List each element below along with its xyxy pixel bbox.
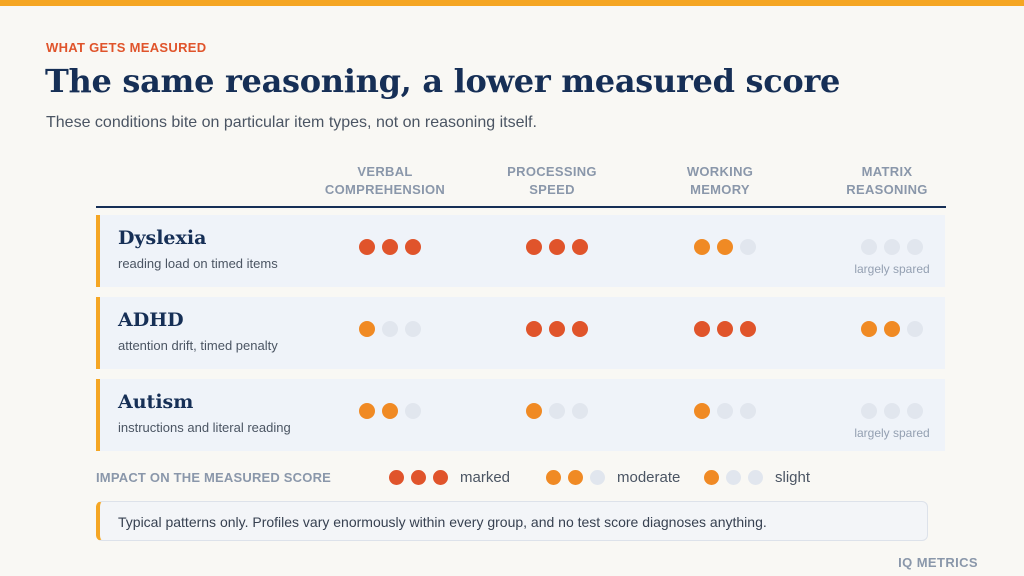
dot-empty	[590, 470, 605, 485]
impact-dots-working-memory	[680, 403, 770, 419]
dot-filled-marked	[389, 470, 404, 485]
dot-empty	[740, 239, 756, 255]
spared-note: largely spared	[854, 262, 930, 276]
dot-filled	[382, 239, 398, 255]
dot-empty	[405, 403, 421, 419]
dot-filled-marked	[433, 470, 448, 485]
header-divider	[96, 206, 946, 208]
dot-empty	[405, 321, 421, 337]
dot-filled	[861, 321, 877, 337]
footnote-box: Typical patterns only. Profiles vary eno…	[96, 501, 928, 541]
dot-filled	[717, 321, 733, 337]
legend-item-marked: marked	[389, 469, 510, 486]
dot-filled	[526, 321, 542, 337]
dot-filled	[359, 403, 375, 419]
dot-filled-marked	[411, 470, 426, 485]
dot-empty	[861, 403, 877, 419]
dot-filled	[694, 403, 710, 419]
condition-row-autism: Autism instructions and literal reading …	[96, 379, 945, 451]
dot-filled	[382, 403, 398, 419]
top-accent-bar	[0, 0, 1024, 6]
dot-filled	[526, 239, 542, 255]
condition-description: reading load on timed items	[118, 256, 278, 271]
condition-description: instructions and literal reading	[118, 420, 291, 435]
column-header-line2: COMPREHENSION	[324, 182, 446, 197]
dot-empty	[907, 239, 923, 255]
dot-empty	[748, 470, 763, 485]
dot-filled	[526, 403, 542, 419]
dot-empty	[740, 403, 756, 419]
legend-item-moderate: moderate	[546, 469, 680, 486]
dot-filled	[740, 321, 756, 337]
column-header-line1: VERBAL	[357, 164, 413, 179]
dot-empty	[572, 403, 588, 419]
condition-row-adhd: ADHD attention drift, timed penalty	[96, 297, 945, 369]
column-header-working-memory: WORKING MEMORY	[645, 163, 795, 199]
condition-name: Dyslexia	[118, 227, 207, 249]
column-header-matrix-reasoning: MATRIX REASONING	[812, 163, 962, 199]
dot-empty	[907, 403, 923, 419]
brand-logo-text: IQ METRICS	[898, 555, 978, 570]
impact-dots-matrix	[847, 321, 937, 337]
spared-note: largely spared	[854, 426, 930, 440]
dot-filled	[572, 239, 588, 255]
dot-filled	[572, 321, 588, 337]
impact-dots-processing	[512, 403, 602, 419]
impact-dots-matrix	[847, 403, 937, 419]
condition-description: attention drift, timed penalty	[118, 338, 278, 353]
dot-filled	[549, 239, 565, 255]
dot-empty	[907, 321, 923, 337]
dot-filled	[884, 321, 900, 337]
legend-label: moderate	[617, 469, 681, 486]
dot-empty	[549, 403, 565, 419]
legend-label: slight	[775, 469, 811, 486]
column-header-line1: WORKING	[686, 164, 754, 179]
legend-label: marked	[460, 469, 511, 486]
impact-dots-verbal	[345, 321, 435, 337]
dot-filled	[359, 239, 375, 255]
column-header-line2: REASONING	[846, 182, 928, 197]
column-header-line2: SPEED	[529, 182, 575, 197]
page-title: The same reasoning, a lower measured sco…	[45, 62, 841, 100]
dot-filled-moderate	[546, 470, 561, 485]
legend-item-slight: slight	[704, 469, 810, 486]
page-subtitle: These conditions bite on particular item…	[46, 114, 537, 131]
dot-filled	[694, 321, 710, 337]
column-header-line1: MATRIX	[861, 164, 913, 179]
impact-dots-processing	[512, 321, 602, 337]
dot-empty	[726, 470, 741, 485]
dot-filled-slight	[704, 470, 719, 485]
impact-dots-working-memory	[680, 321, 770, 337]
dot-filled	[359, 321, 375, 337]
dot-filled	[694, 239, 710, 255]
impact-dots-matrix	[847, 239, 937, 255]
condition-name: ADHD	[118, 309, 184, 331]
impact-dots-working-memory	[680, 239, 770, 255]
impact-dots-verbal	[345, 239, 435, 255]
condition-row-dyslexia: Dyslexia reading load on timed items lar…	[96, 215, 945, 287]
impact-dots-verbal	[345, 403, 435, 419]
dot-filled-moderate	[568, 470, 583, 485]
column-header-line1: PROCESSING	[507, 164, 597, 179]
impact-dots-processing	[512, 239, 602, 255]
eyebrow-label: WHAT GETS MEASURED	[46, 40, 207, 55]
dot-filled	[405, 239, 421, 255]
column-header-line2: MEMORY	[690, 182, 750, 197]
dot-filled	[717, 239, 733, 255]
column-header-verbal-comprehension: VERBAL COMPREHENSION	[310, 163, 460, 199]
dot-empty	[717, 403, 733, 419]
dot-filled	[549, 321, 565, 337]
column-header-processing-speed: PROCESSING SPEED	[477, 163, 627, 199]
footnote-text: Typical patterns only. Profiles vary eno…	[118, 514, 767, 530]
dot-empty	[382, 321, 398, 337]
legend-title: IMPACT ON THE MEASURED SCORE	[96, 470, 332, 485]
condition-name: Autism	[118, 391, 194, 413]
dot-empty	[884, 403, 900, 419]
dot-empty	[861, 239, 877, 255]
dot-empty	[884, 239, 900, 255]
